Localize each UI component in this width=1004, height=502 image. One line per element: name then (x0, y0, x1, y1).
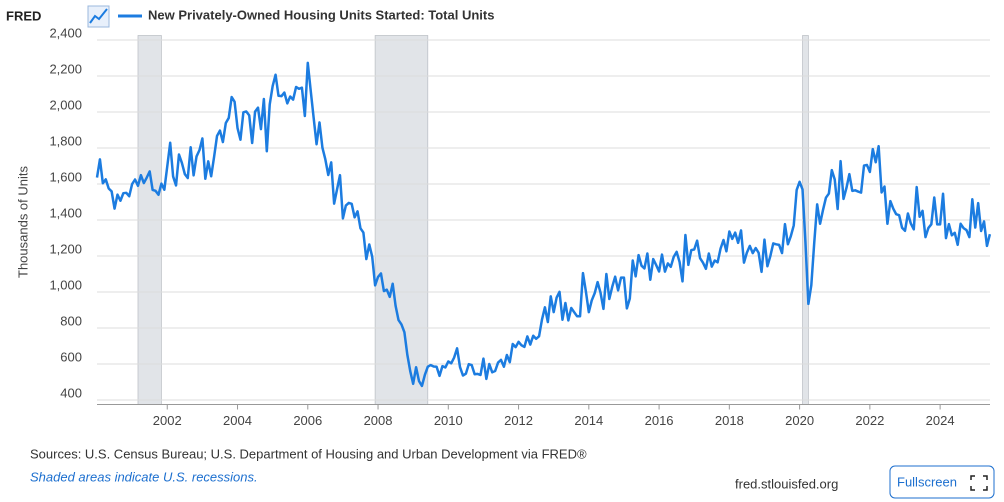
x-tick-label: 2004 (223, 413, 252, 428)
site-url: fred.stlouisfed.org (735, 476, 838, 491)
button-icon[interactable] (970, 475, 988, 491)
x-tick-label: 2022 (855, 413, 884, 428)
y-axis-label: Thousands of Units (15, 166, 30, 279)
x-tick-label: 2010 (434, 413, 463, 428)
x-tick-label: 2024 (926, 413, 955, 428)
y-tick-label: 2,200 (49, 61, 82, 76)
legend-label: New Privately-Owned Housing Units Starte… (148, 7, 494, 22)
x-tick-label: 2008 (364, 413, 393, 428)
fullscreen-button[interactable]: Fullscreen (889, 465, 995, 499)
y-tick-label: 800 (60, 313, 82, 328)
y-tick-label: 1,600 (49, 169, 82, 184)
y-tick-label: 2,400 (49, 25, 82, 40)
x-tick-label: 2018 (715, 413, 744, 428)
sources: Sources: U.S. Census Bureau; U.S. Depart… (30, 446, 587, 461)
x-tick-label: 2002 (153, 413, 182, 428)
y-tick-label: 1,000 (49, 277, 82, 292)
y-tick-label: 600 (60, 349, 82, 364)
y-tick-label: 2,000 (49, 97, 82, 112)
x-tick-label: 2014 (574, 413, 603, 428)
y-tick-label: 1,800 (49, 133, 82, 148)
x-tick-label: 2016 (645, 413, 674, 428)
button-label[interactable]: Fullscreen (897, 474, 957, 489)
x-tick-label: 2006 (293, 413, 322, 428)
x-tick-label: 2020 (785, 413, 814, 428)
series-line (95, 61, 992, 388)
recession-note: Shaded areas indicate U.S. recessions. (30, 469, 258, 484)
button-frame[interactable] (889, 465, 995, 499)
y-tick-label: 1,400 (49, 205, 82, 220)
y-tick-label: 1,200 (49, 241, 82, 256)
x-tick-label: 2012 (504, 413, 533, 428)
logo: FRED (6, 8, 41, 23)
logo-icon (87, 5, 110, 28)
y-tick-label: 400 (60, 385, 82, 400)
